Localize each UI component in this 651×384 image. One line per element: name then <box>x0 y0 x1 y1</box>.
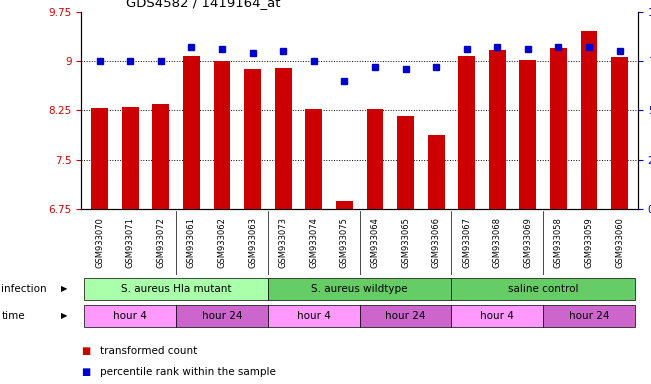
Text: hour 4: hour 4 <box>297 311 331 321</box>
Text: GSM933059: GSM933059 <box>585 217 594 268</box>
Text: transformed count: transformed count <box>100 346 197 356</box>
Text: GSM933070: GSM933070 <box>95 217 104 268</box>
Text: GSM933058: GSM933058 <box>554 217 563 268</box>
Text: S. aureus wildtype: S. aureus wildtype <box>311 284 408 294</box>
Bar <box>367 109 383 209</box>
Text: GDS4582 / 1419164_at: GDS4582 / 1419164_at <box>126 0 281 9</box>
Text: GSM933072: GSM933072 <box>156 217 165 268</box>
Text: hour 4: hour 4 <box>113 311 147 321</box>
Text: GSM933074: GSM933074 <box>309 217 318 268</box>
Bar <box>305 109 322 209</box>
Bar <box>489 50 506 209</box>
Text: GSM933068: GSM933068 <box>493 217 502 268</box>
Text: GSM933063: GSM933063 <box>248 217 257 268</box>
Bar <box>397 116 414 209</box>
Text: GSM933060: GSM933060 <box>615 217 624 268</box>
Text: GSM933073: GSM933073 <box>279 217 288 268</box>
Bar <box>550 48 567 209</box>
Bar <box>611 57 628 209</box>
Text: ■: ■ <box>81 367 90 377</box>
Text: GSM933064: GSM933064 <box>370 217 380 268</box>
Bar <box>183 56 200 209</box>
Text: GSM933066: GSM933066 <box>432 217 441 268</box>
Bar <box>244 69 261 209</box>
Bar <box>152 104 169 209</box>
Bar <box>85 305 176 327</box>
Bar <box>176 305 268 327</box>
Text: GSM933065: GSM933065 <box>401 217 410 268</box>
Bar <box>85 278 268 300</box>
Text: S. aureus Hla mutant: S. aureus Hla mutant <box>121 284 232 294</box>
Text: infection: infection <box>1 284 47 294</box>
Bar <box>275 68 292 209</box>
Text: percentile rank within the sample: percentile rank within the sample <box>100 367 275 377</box>
Text: ■: ■ <box>81 346 90 356</box>
Text: GSM933061: GSM933061 <box>187 217 196 268</box>
Text: hour 24: hour 24 <box>569 311 609 321</box>
Bar <box>451 278 635 300</box>
Bar <box>543 305 635 327</box>
Bar <box>268 305 359 327</box>
Bar <box>91 108 108 209</box>
Text: hour 24: hour 24 <box>202 311 242 321</box>
Text: time: time <box>1 311 25 321</box>
Text: ▶: ▶ <box>61 285 67 293</box>
Text: saline control: saline control <box>508 284 579 294</box>
Bar <box>451 305 543 327</box>
Text: hour 24: hour 24 <box>385 311 426 321</box>
Text: ▶: ▶ <box>61 311 67 320</box>
Bar <box>122 107 139 209</box>
Text: GSM933075: GSM933075 <box>340 217 349 268</box>
Text: GSM933071: GSM933071 <box>126 217 135 268</box>
Text: hour 4: hour 4 <box>480 311 514 321</box>
Bar <box>214 61 230 209</box>
Bar <box>519 60 536 209</box>
Bar <box>581 31 598 209</box>
Text: GSM933069: GSM933069 <box>523 217 533 268</box>
Bar <box>458 56 475 209</box>
Text: GSM933062: GSM933062 <box>217 217 227 268</box>
Bar <box>336 201 353 209</box>
Bar <box>268 278 451 300</box>
Bar <box>428 136 445 209</box>
Bar <box>359 305 451 327</box>
Text: GSM933067: GSM933067 <box>462 217 471 268</box>
